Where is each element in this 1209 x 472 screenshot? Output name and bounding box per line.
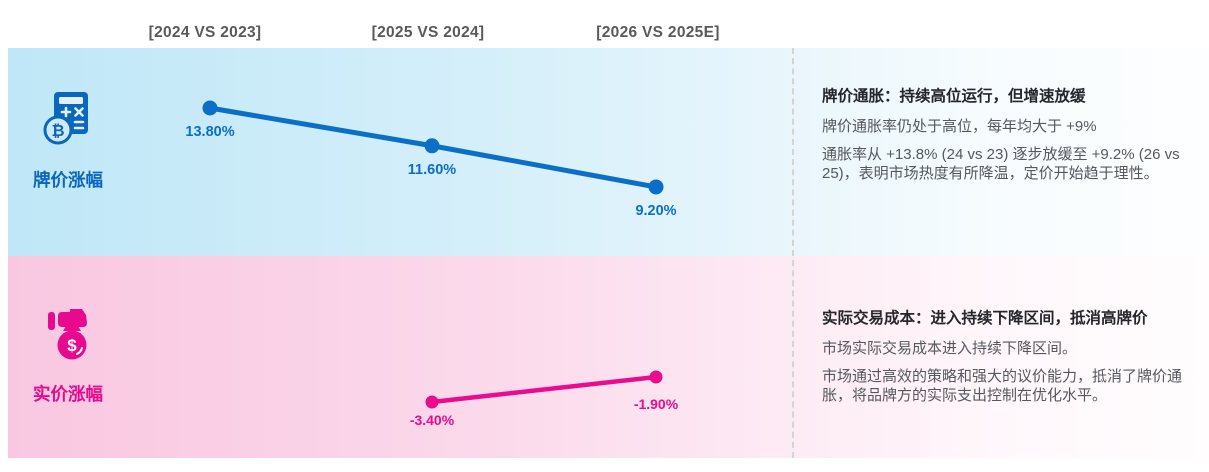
calculator-coin-icon: ₿ [41, 90, 95, 153]
svg-text:$: $ [67, 336, 77, 355]
row-label-list-price: 牌价涨幅 [33, 170, 103, 190]
panel-actual-cost: 实际交易成本：进入持续下降区间，抵消高牌价 市场实际交易成本进入持续下降区间。 … [822, 309, 1194, 414]
row-head-actual-price: $ 实价涨幅 [26, 304, 110, 406]
band-actual-price [8, 256, 1209, 458]
dashed-divider [792, 48, 794, 458]
money-bag-hand-icon: $ [41, 304, 95, 367]
svg-text:₿: ₿ [51, 122, 64, 140]
panel-list-price-inflation: 牌价通胀：持续高位运行，但增速放缓 牌价通胀率仍处于高位，每年均大于 +9% 通… [822, 87, 1194, 192]
panel-title: 牌价通胀：持续高位运行，但增速放缓 [822, 88, 1086, 105]
panel-paragraph: 通胀率从 +13.8% (24 vs 23) 逐步放缓至 +9.2% (26 v… [822, 146, 1180, 182]
row-label-actual-price: 实价涨幅 [33, 384, 103, 404]
panel-title: 实际交易成本：进入持续下降区间，抵消高牌价 [822, 310, 1148, 327]
column-header-2024-vs-2023: [2024 VS 2023] [148, 24, 262, 41]
panel-paragraph: 市场实际交易成本进入持续下降区间。 [822, 340, 1078, 357]
row-head-list-price: ₿ 牌价涨幅 [26, 90, 110, 192]
column-header-2026-vs-2025e: [2026 VS 2025E] [596, 24, 720, 41]
panel-paragraph: 市场通过高效的策略和强大的议价能力，抵消了牌价通胀，将品牌方的实际支出控制在优化… [822, 368, 1183, 404]
column-header-2025-vs-2024: [2025 VS 2024] [371, 24, 485, 41]
panel-paragraph: 牌价通胀率仍处于高位，每年均大于 +9% [822, 118, 1097, 135]
